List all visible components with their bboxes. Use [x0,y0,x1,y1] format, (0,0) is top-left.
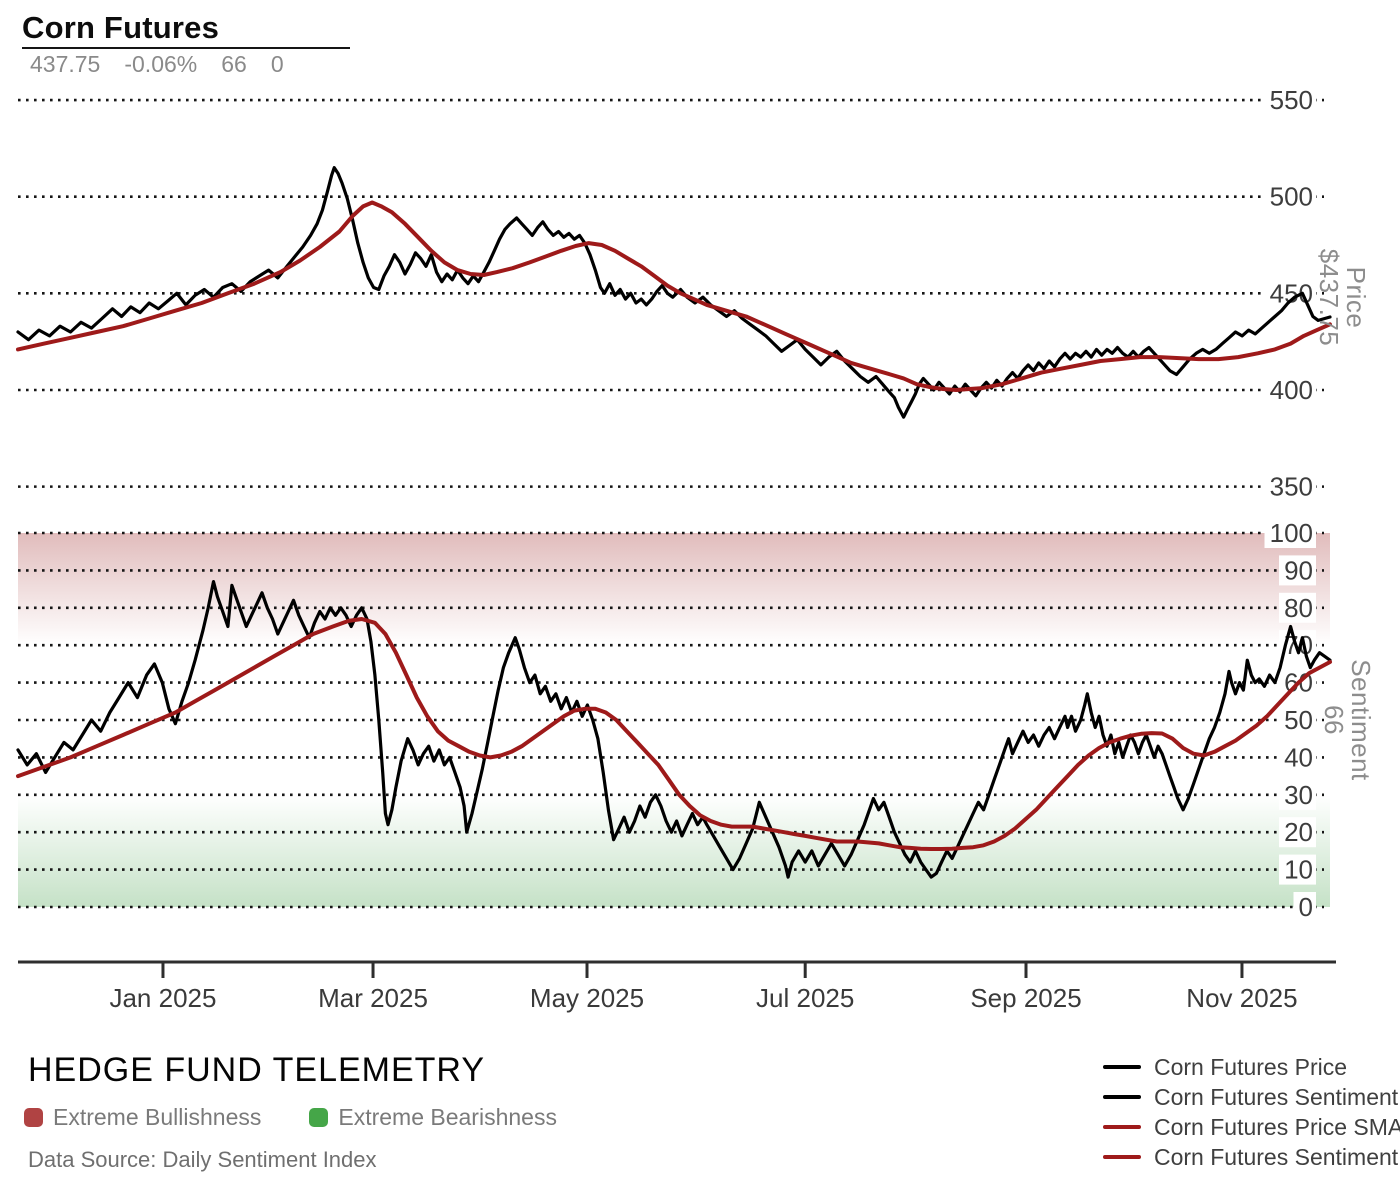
change-percent-value: -0.06% [124,51,198,77]
y-tick-label-bg [1293,892,1316,922]
price-sma-line [16,200,1332,392]
sentiment-sma-line [16,617,1332,851]
y-tick-label: 550 [1270,85,1313,115]
sentiment-axis-title: Sentiment66 [1319,659,1376,781]
zone-swatch [24,1108,43,1127]
zone-legend-item: Extreme Bullishness [24,1104,261,1131]
y-tick-label: 350 [1270,472,1313,502]
y-tick-label: 10 [1284,855,1313,885]
brand-title: HEDGE FUND TELEMETRY [28,1051,486,1089]
last-price-value: 437.75 [30,51,101,77]
x-axis: Jan 2025 Mar 2025 May 2025 Jul 2025 Sep 2025… [18,960,1336,1013]
y-tick-label: 90 [1284,555,1313,585]
y-tick-label-bg [1279,742,1316,773]
extra-stat-value: 0 [270,51,284,77]
page-title: Corn Futures [22,10,220,45]
y-tick-label-bg [1264,85,1316,116]
y-tick-label-bg [1264,471,1316,502]
y-tick-label: 100 [1270,518,1313,548]
y-tick-label-bg [1279,555,1316,586]
zone-legend-item: Extreme Bearishness [309,1104,557,1131]
y-tick-label: 40 [1284,742,1313,772]
sentiment-value: 66 [221,51,247,77]
y-tick-label-bg [1279,779,1316,810]
y-tick-label: 50 [1284,705,1313,735]
series-legend-label: Corn Futures Sentiment SMA [1154,1143,1400,1170]
quote-stats-row: 437.75 -0.06% 66 0 [22,47,350,78]
y-tick-label: 400 [1270,375,1313,405]
y-tick-label-bg [1279,592,1316,623]
y-tick-label-bg [1264,518,1316,548]
series-legend-label: Corn Futures Sentiment [1154,1083,1399,1110]
x-tick-label: Jul 2025 [756,983,854,1013]
price-axis-title: Price$437.75 [1314,249,1371,346]
y-tick-label-bg [1279,705,1316,735]
series-legend-item: Corn Futures Price SMA [1103,1112,1400,1142]
y-tick-label: 30 [1284,780,1313,810]
chart-header: Corn Futures 437.75 -0.06% 66 0 [22,10,350,78]
series-legend-swatch [1103,1095,1141,1099]
series-legend: Corn Futures Price Corn Futures Sentiment… [1103,1052,1400,1172]
extreme-bullishness-zone [18,533,1330,646]
y-tick-label: 0 [1299,892,1313,922]
x-tick-label: Sep 2025 [970,983,1081,1013]
zone-legend: Extreme Bullishness Extreme Bearishness [24,1104,557,1131]
y-tick-label: 500 [1270,182,1313,212]
zone-swatch [309,1108,329,1127]
y-tick-label-bg [1264,181,1316,212]
y-tick-label-bg [1279,817,1316,848]
y-tick-label: 20 [1284,817,1313,847]
price-sentiment-chart: 550500450400350Price$437.751009080706050… [16,85,1376,1013]
x-tick-label: Mar 2025 [318,983,428,1013]
x-tick-label: Jan 2025 [109,983,216,1013]
series-legend-label: Corn Futures Price [1154,1053,1348,1080]
series-legend-swatch [1103,1125,1141,1129]
series-legend-swatch [1103,1065,1141,1069]
sentiment-line [16,579,1332,879]
series-legend-swatch [1103,1155,1141,1159]
extreme-bearishness-zone [18,794,1330,907]
price-line [16,166,1332,419]
series-legend-item: Corn Futures Price [1103,1052,1400,1082]
series-legend-item: Corn Futures Sentiment SMA [1103,1142,1400,1172]
y-tick-label-bg [1279,854,1316,885]
x-tick-label: May 2025 [530,983,644,1013]
series-legend-label: Corn Futures Price SMA [1154,1113,1400,1140]
series-legend-item: Corn Futures Sentiment [1103,1082,1400,1112]
zone-legend-label: Extreme Bearishness [338,1104,557,1130]
y-tick-label: 80 [1284,593,1313,623]
x-tick-label: Nov 2025 [1186,983,1297,1013]
zone-legend-label: Extreme Bullishness [53,1104,262,1130]
data-source-note: Data Source: Daily Sentiment Index [28,1147,377,1172]
y-tick-label-bg [1264,374,1316,405]
